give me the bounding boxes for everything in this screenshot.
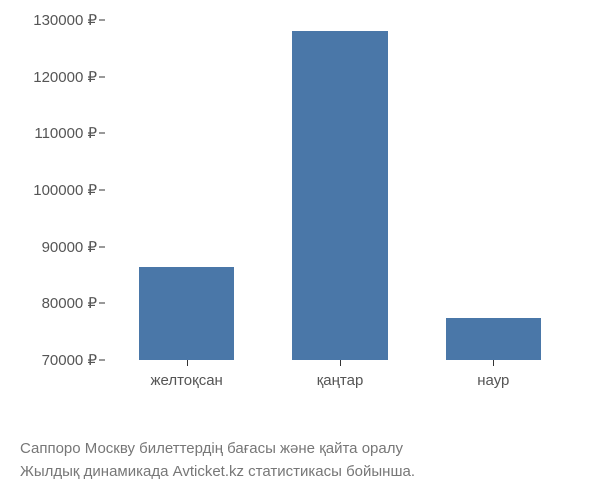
bar (292, 31, 387, 360)
y-tick-label: 70000 ₽ (42, 351, 97, 369)
price-bar-chart: 70000 ₽ 80000 ₽ 90000 ₽ 100000 ₽ 110000 ₽ 120… (0, 0, 600, 420)
y-tick-label: 120000 ₽ (33, 68, 97, 86)
x-tick-mark (340, 360, 341, 366)
y-tick-mark (99, 360, 105, 361)
y-tick-mark (99, 303, 105, 304)
y-tick-label: 80000 ₽ (42, 294, 97, 312)
y-tick-label: 130000 ₽ (33, 11, 97, 29)
plot-area (110, 20, 570, 360)
y-axis: 70000 ₽80000 ₽90000 ₽100000 ₽110000 ₽120… (0, 20, 105, 360)
y-tick-label: 100000 ₽ (33, 181, 97, 199)
caption-line-2: Жылдық динамикада Avticket.kz статистика… (20, 461, 415, 484)
y-tick-mark (99, 133, 105, 134)
x-axis: желтоқсан қаңтар наур (110, 360, 570, 410)
y-tick-mark (99, 76, 105, 77)
chart-caption: Саппоро Москву билеттердің бағасы және қ… (20, 438, 415, 483)
bar (446, 318, 541, 361)
x-tick-label: қаңтар (317, 372, 364, 389)
y-tick-label: 90000 ₽ (42, 238, 97, 256)
y-tick-label: 110000 ₽ (34, 124, 97, 142)
x-tick-label: наур (477, 372, 509, 389)
y-tick-mark (99, 246, 105, 247)
x-tick-mark (493, 360, 494, 366)
y-tick-mark (99, 20, 105, 21)
x-tick-mark (187, 360, 188, 366)
y-tick-mark (99, 190, 105, 191)
bar (139, 267, 234, 361)
x-tick-label: желтоқсан (150, 372, 222, 389)
caption-line-1: Саппоро Москву билеттердің бағасы және қ… (20, 438, 415, 461)
